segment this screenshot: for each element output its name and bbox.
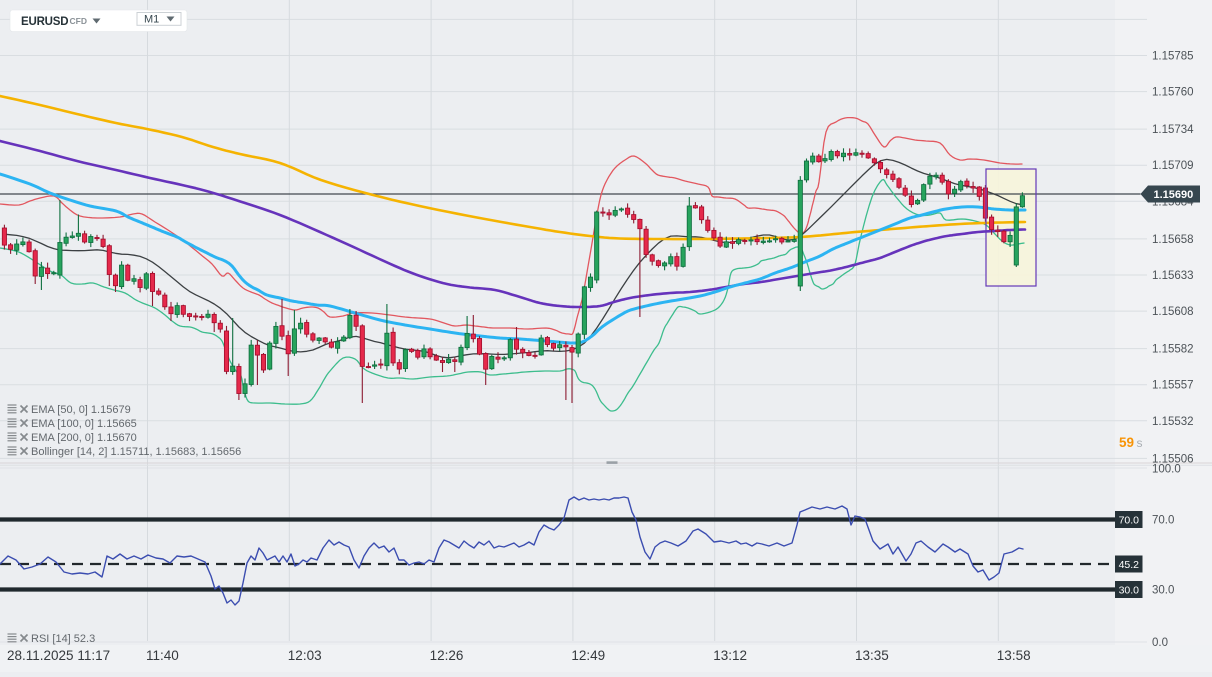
svg-text:1.15532: 1.15532 <box>1152 416 1194 428</box>
svg-text:12:49: 12:49 <box>571 648 605 663</box>
svg-text:13:35: 13:35 <box>855 648 889 663</box>
svg-text:1.15608: 1.15608 <box>1152 306 1194 318</box>
svg-text:Bollinger [14, 2] 1.15711, 1: Bollinger [14, 2] 1.15711, 1.15683, 1.15… <box>31 446 241 458</box>
svg-text:1.15582: 1.15582 <box>1152 344 1194 356</box>
svg-text:EMA [100, 0] 1.15665: EMA [100, 0] 1.15665 <box>31 418 137 430</box>
svg-text:1.15658: 1.15658 <box>1152 234 1194 246</box>
svg-text:12:03: 12:03 <box>288 648 322 663</box>
svg-text:59: 59 <box>1119 435 1134 450</box>
svg-text:RSI [14] 52.3: RSI [14] 52.3 <box>31 633 95 645</box>
svg-text:EMA [50, 0] 1.15679: EMA [50, 0] 1.15679 <box>31 404 131 416</box>
svg-text:1.15709: 1.15709 <box>1152 160 1194 172</box>
svg-text:1.15760: 1.15760 <box>1152 87 1194 99</box>
svg-text:30.0: 30.0 <box>1119 584 1140 596</box>
svg-text:12:26: 12:26 <box>430 648 464 663</box>
svg-text:0.0: 0.0 <box>1152 637 1168 649</box>
svg-text:13:12: 13:12 <box>713 648 747 663</box>
svg-text:28.11.2025 11:17: 28.11.2025 11:17 <box>7 648 110 663</box>
svg-text:13:58: 13:58 <box>997 648 1031 663</box>
svg-text:EURUSD: EURUSD <box>21 16 68 28</box>
svg-text:EMA [200, 0] 1.15670: EMA [200, 0] 1.15670 <box>31 432 137 444</box>
svg-text:1.15633: 1.15633 <box>1152 270 1194 282</box>
svg-text:s: s <box>1137 436 1143 450</box>
svg-text:70.0: 70.0 <box>1119 514 1140 526</box>
svg-text:1.15785: 1.15785 <box>1152 51 1194 63</box>
svg-text:1.15557: 1.15557 <box>1152 380 1194 392</box>
svg-text:M1: M1 <box>144 14 159 26</box>
svg-text:11:40: 11:40 <box>146 648 179 663</box>
svg-text:CFD: CFD <box>70 16 87 26</box>
svg-text:30.0: 30.0 <box>1152 585 1174 597</box>
svg-text:45.2: 45.2 <box>1119 559 1140 571</box>
svg-text:1.15734: 1.15734 <box>1152 124 1194 136</box>
svg-text:1.15506: 1.15506 <box>1152 453 1194 465</box>
svg-text:70.0: 70.0 <box>1152 515 1174 527</box>
svg-text:1.15690: 1.15690 <box>1154 189 1194 201</box>
svg-text:100.0: 100.0 <box>1152 464 1181 476</box>
